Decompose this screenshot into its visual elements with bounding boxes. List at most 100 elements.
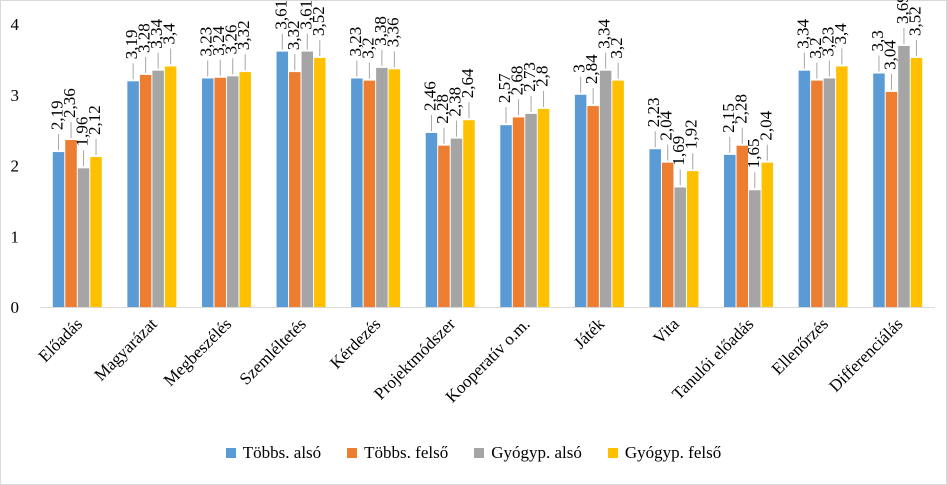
bar (425, 132, 438, 307)
data-label: 3,32 (234, 20, 253, 50)
bar (77, 168, 90, 307)
data-label: 3,36 (383, 18, 402, 48)
legend-item-gyogyp-felso: Gyógyp. felső (607, 443, 722, 463)
data-label: 2,12 (85, 105, 104, 135)
bar (139, 74, 152, 307)
x-tick-label: Vita (649, 314, 683, 348)
x-tick-label: Játék (570, 314, 608, 352)
data-label-leaders (58, 27, 917, 189)
bar (127, 81, 139, 308)
bar (289, 72, 301, 307)
bar (661, 162, 674, 307)
data-label: 2,36 (60, 88, 79, 118)
data-label: 3,24 (209, 26, 228, 56)
bar (736, 145, 749, 307)
bar (90, 157, 102, 307)
data-label: 3,38 (371, 16, 390, 46)
data-label: 2,46 (420, 81, 439, 111)
bar (164, 66, 177, 307)
bar (450, 138, 463, 307)
data-label: 3,23 (346, 27, 365, 57)
data-label: 1,69 (669, 136, 688, 166)
data-label: 3,28 (135, 23, 154, 53)
data-label: 3,34 (595, 18, 614, 48)
data-label: 3,2 (806, 37, 825, 58)
bar (525, 113, 537, 307)
bar (500, 125, 512, 307)
bar (724, 154, 736, 307)
bar (674, 187, 686, 307)
legend-swatch (607, 448, 618, 458)
data-label: 2,8 (533, 66, 552, 87)
bar (52, 152, 65, 307)
bar (512, 117, 525, 307)
y-tick-label: 4 (11, 15, 20, 34)
data-label: 3,4 (160, 23, 179, 45)
data-label: 3,2 (358, 37, 377, 58)
x-axis: Előadás Magyarázat Megbeszélés Szemléltetés… (35, 307, 935, 406)
bar (811, 80, 823, 307)
x-tick-label: Magyarázat (91, 314, 161, 384)
data-label: 3 (570, 64, 589, 73)
bar (599, 70, 612, 307)
data-label: 3,69 (893, 0, 912, 24)
data-label: 3,52 (905, 6, 924, 36)
data-label: 2,23 (644, 97, 663, 127)
bar (363, 80, 376, 307)
bar (239, 72, 251, 307)
bar (388, 69, 401, 307)
x-tick-label: Szemléltetés (236, 314, 310, 388)
x-tick-label: Megbeszélés (160, 314, 236, 390)
data-label: 2,15 (719, 103, 738, 133)
bar (798, 70, 811, 307)
data-label: 3,23 (818, 27, 837, 57)
legend-swatch (474, 448, 485, 458)
bar (463, 120, 475, 307)
data-label: 2,57 (495, 73, 514, 103)
data-label: 2,04 (657, 110, 676, 140)
data-label: 3,4 (831, 23, 850, 45)
y-tick-label: 1 (11, 227, 20, 246)
data-label: 2,28 (433, 94, 452, 124)
x-tick-label: Előadás (35, 314, 86, 365)
data-label: 2,64 (458, 68, 477, 98)
legend-label: Többs. alsó (242, 443, 322, 462)
bar (836, 66, 848, 307)
bar (201, 78, 214, 307)
data-label: 3,61 (271, 0, 290, 30)
data-label: 3,19 (122, 30, 141, 60)
bar (276, 51, 289, 307)
legend-label: Többs. felső (364, 443, 449, 462)
bar (649, 149, 661, 307)
x-tick-label: Differenciálás (825, 314, 906, 395)
bar (574, 94, 587, 307)
data-label: 3,26 (222, 25, 241, 55)
data-label: 2,73 (520, 62, 539, 92)
bar-chart: 0 1 2 3 4 Előadás Magyarázat Megbeszélés Szemlé… (11, 0, 935, 406)
data-label: 2,04 (756, 110, 775, 140)
bar (314, 57, 326, 308)
bar (612, 80, 624, 307)
data-label: 3,04 (880, 40, 899, 70)
bar (749, 190, 761, 307)
data-label: 3,34 (793, 18, 812, 48)
data-labels: 2,19 3,19 3,23 3,61 3,23 2,46 2,57 3 2,23 2,15 3,3… (48, 0, 925, 168)
legend-label: Gyógyp. felső (624, 443, 722, 462)
data-label: 3,34 (147, 18, 166, 48)
legend-item-tobbs-also: Többs. alsó (225, 443, 322, 463)
y-axis: 0 1 2 3 4 (11, 15, 20, 317)
bar (214, 77, 226, 308)
data-label: 3,2 (607, 37, 626, 58)
legend-swatch (225, 448, 236, 458)
data-label: 3,52 (309, 6, 328, 36)
data-label: 2,68 (508, 66, 527, 96)
legend: Többs. alsó Többs. felső Gyógyp. alsó Gy… (0, 441, 947, 465)
y-tick-label: 0 (11, 298, 20, 317)
bar (438, 145, 450, 307)
bar (873, 73, 885, 308)
bar (910, 57, 923, 308)
y-tick-label: 2 (11, 157, 20, 176)
bar (885, 91, 898, 307)
bar (537, 108, 550, 308)
data-label: 3,32 (284, 20, 303, 50)
